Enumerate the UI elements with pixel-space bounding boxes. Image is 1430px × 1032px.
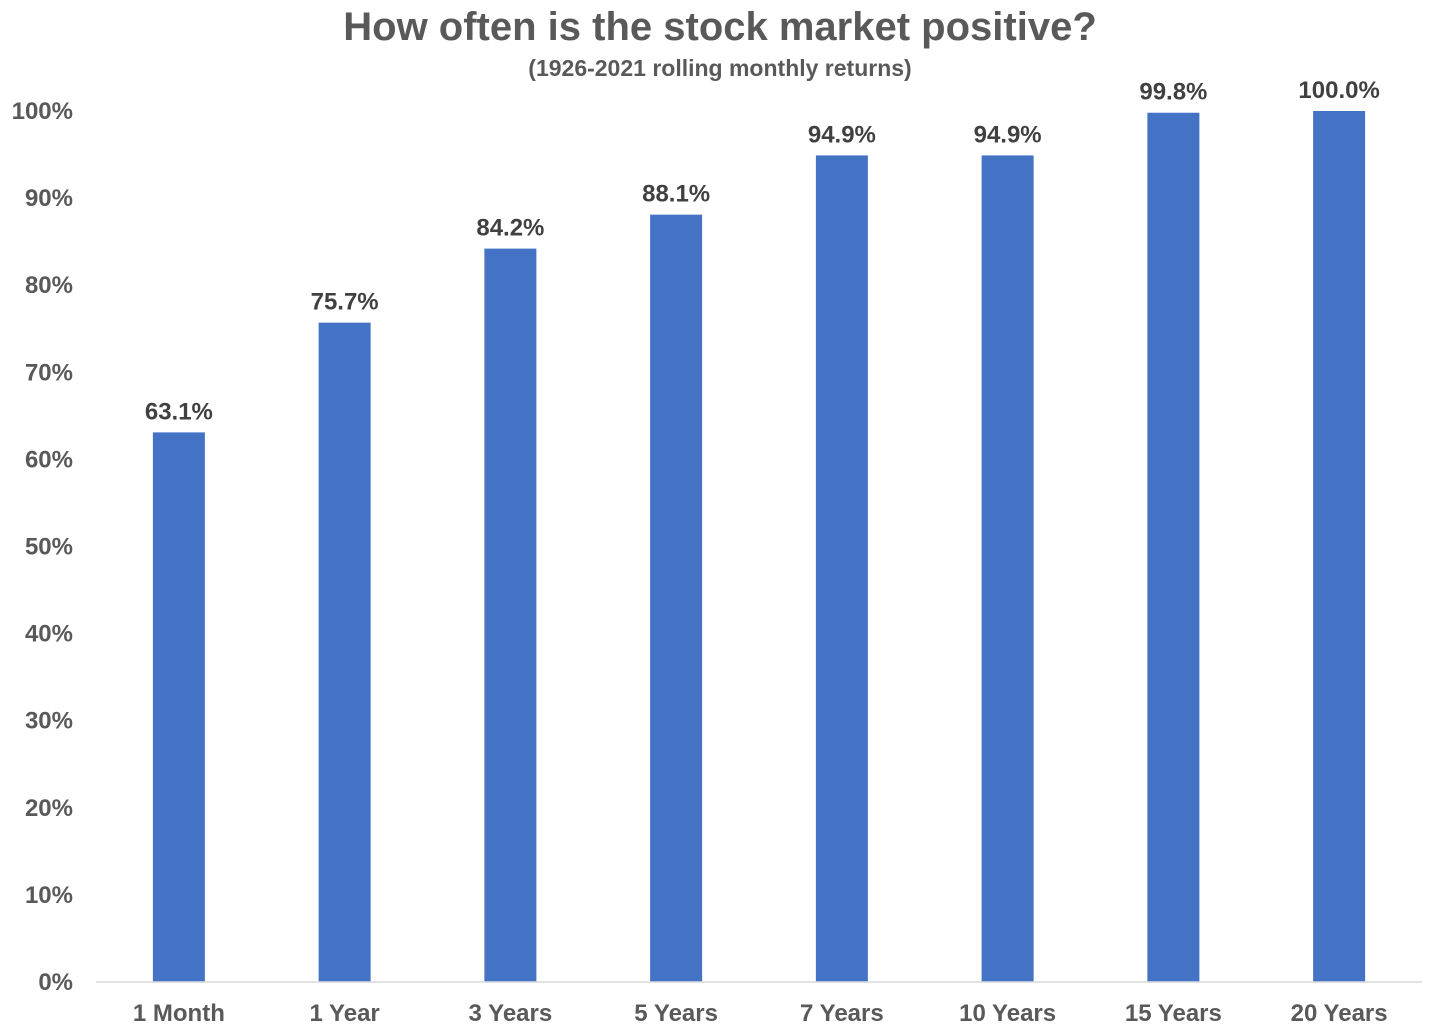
- x-tick-label: 20 Years: [1291, 1000, 1388, 1027]
- data-label: 75.7%: [311, 289, 379, 316]
- data-label: 99.8%: [1139, 79, 1207, 106]
- x-tick-label: 1 Year: [309, 1000, 379, 1027]
- y-tick-label: 80%: [25, 272, 73, 299]
- data-label: 84.2%: [476, 215, 544, 242]
- y-tick-label: 0%: [38, 969, 73, 996]
- data-label: 63.1%: [145, 398, 213, 425]
- bar: [1313, 111, 1366, 982]
- x-tick-label: 1 Month: [133, 1000, 225, 1027]
- y-tick-label: 90%: [25, 185, 73, 212]
- y-tick-label: 20%: [25, 795, 73, 822]
- chart-subtitle: (1926-2021 rolling monthly returns): [528, 55, 912, 81]
- bar: [318, 322, 371, 982]
- y-tick-label: 10%: [25, 882, 73, 909]
- bars: [152, 111, 1366, 983]
- x-tick-label: 3 Years: [469, 1000, 553, 1027]
- y-tick-label: 30%: [25, 708, 73, 735]
- x-tick-label: 15 Years: [1125, 1000, 1222, 1027]
- data-label: 94.9%: [974, 121, 1042, 148]
- bar: [815, 155, 868, 982]
- bar: [650, 214, 703, 983]
- data-labels: 63.1% 75.7% 84.2% 88.1% 94.9% 94.9% 99.8% 100.0…: [145, 77, 1380, 425]
- bar: [1147, 112, 1200, 982]
- x-tick-label: 10 Years: [959, 1000, 1056, 1027]
- data-label: 94.9%: [808, 121, 876, 148]
- data-label: 100.0%: [1298, 77, 1379, 104]
- y-axis: 0% 10% 20% 30% 40% 50% 60% 70% 80% 90% 100%: [12, 98, 73, 996]
- bar: [152, 432, 205, 982]
- data-label: 88.1%: [642, 181, 710, 208]
- bar: [981, 155, 1034, 982]
- y-tick-label: 70%: [25, 359, 73, 386]
- y-tick-label: 60%: [25, 446, 73, 473]
- y-tick-label: 100%: [12, 98, 73, 125]
- y-tick-label: 50%: [25, 534, 73, 561]
- chart-title: How often is the stock market positive?: [343, 5, 1097, 49]
- bar: [484, 248, 537, 983]
- y-tick-label: 40%: [25, 621, 73, 648]
- x-tick-label: 5 Years: [634, 1000, 718, 1027]
- x-tick-label: 7 Years: [800, 1000, 884, 1027]
- x-axis: 1 Month 1 Year 3 Years 5 Years 7 Years 10 Yea…: [96, 981, 1422, 1027]
